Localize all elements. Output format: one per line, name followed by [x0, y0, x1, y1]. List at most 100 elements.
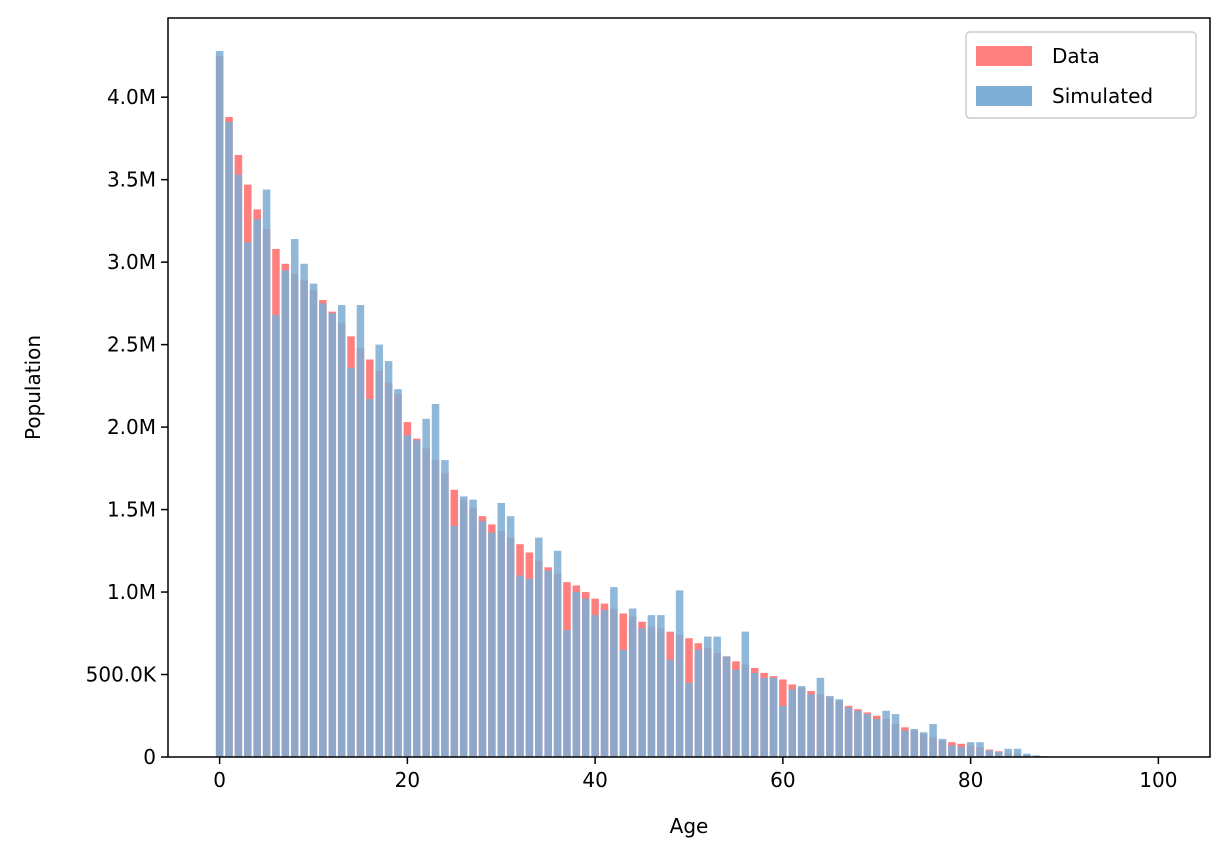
simulated-bar-age-49	[675, 590, 684, 757]
y-tick-label: 1.5M	[107, 498, 156, 522]
simulated-bar-age-61	[788, 689, 797, 757]
x-tick-label: 100	[1139, 768, 1177, 792]
simulated-bar-age-81	[976, 742, 984, 757]
simulated-bar-age-69	[863, 714, 872, 757]
simulated-bar-age-9	[300, 263, 308, 757]
simulated-bar-age-11	[319, 303, 327, 757]
simulated-bar-age-67	[844, 707, 853, 757]
simulated-bar-age-34	[535, 537, 543, 757]
simulated-bar-age-1	[225, 121, 233, 757]
simulated-bar-age-72	[891, 714, 900, 757]
simulated-bar-age-17	[375, 344, 383, 757]
simulated-bar-age-54	[722, 656, 731, 757]
simulated-bar-age-77	[938, 738, 947, 757]
y-tick-label: 3.0M	[107, 250, 156, 274]
simulated-bar-age-78	[948, 745, 956, 757]
simulated-bar-age-60	[779, 705, 787, 757]
simulated-bar-age-68	[854, 710, 862, 757]
simulated-bar-age-28	[478, 521, 487, 757]
simulated-bar-age-13	[337, 305, 346, 757]
simulated-bar-age-74	[910, 728, 919, 757]
simulated-bar-age-48	[666, 659, 674, 757]
simulated-bar-age-58	[760, 677, 768, 757]
simulated-bar-age-25	[450, 526, 459, 757]
x-tick-label: 20	[395, 768, 420, 792]
y-tick-label: 3.5M	[107, 168, 156, 192]
simulated-bar-age-33	[525, 578, 534, 757]
y-tick-label: 0	[143, 745, 156, 769]
y-axis: 0 500.0K 1.0M 1.5M 2.0M 2.5M 3.0M 3.5M 4.0M	[86, 85, 168, 769]
simulated-bar-age-10	[309, 283, 318, 757]
simulated-bar-age-37	[563, 629, 571, 757]
simulated-bar-age-31	[506, 516, 515, 757]
y-tick-label: 500.0K	[86, 663, 157, 687]
legend-swatch-data	[976, 46, 1032, 66]
simulated-bar-age-35	[544, 570, 552, 757]
simulated-bar-age-4	[253, 219, 261, 757]
simulated-bar-age-29	[488, 532, 496, 757]
simulated-bar-age-82	[985, 750, 994, 757]
legend-label-data: Data	[1052, 44, 1100, 68]
x-tick-label: 80	[958, 768, 983, 792]
simulated-bar-age-12	[328, 313, 337, 757]
legend-swatch-simulated	[976, 86, 1032, 106]
simulated-bar-age-39	[581, 598, 590, 757]
legend-label-simulated: Simulated	[1052, 84, 1153, 108]
simulated-bar-age-66	[835, 699, 843, 757]
simulated-bar-age-57	[750, 672, 759, 757]
y-tick-label: 4.0M	[107, 85, 156, 109]
simulated-bar-age-53	[713, 636, 721, 757]
simulated-bar-age-40	[591, 615, 599, 757]
simulated-bar-age-76	[929, 724, 937, 757]
simulated-bar-age-19	[394, 389, 402, 757]
x-axis: 0 20 40 60 80 100	[213, 757, 1177, 792]
simulated-bars	[215, 50, 1078, 758]
simulated-bar-age-86	[1023, 753, 1031, 757]
simulated-bar-age-2	[234, 174, 243, 758]
x-tick-label: 60	[770, 768, 795, 792]
simulated-bar-age-23	[431, 403, 440, 757]
simulated-bar-age-56	[741, 631, 750, 757]
simulated-bar-age-43	[619, 649, 628, 757]
x-tick-label: 0	[213, 768, 226, 792]
plot-frame	[167, 17, 1211, 758]
simulated-bar-age-20	[403, 435, 412, 757]
x-tick-label: 40	[582, 768, 607, 792]
simulated-bar-age-55	[732, 669, 740, 757]
simulated-bar-age-14	[347, 367, 355, 757]
simulated-bar-age-38	[572, 592, 581, 757]
y-tick-label: 2.0M	[107, 415, 156, 439]
simulated-bar-age-21	[413, 440, 421, 757]
simulated-bar-age-71	[882, 710, 890, 757]
simulated-bar-age-32	[516, 575, 524, 757]
simulated-bar-age-16	[366, 399, 374, 757]
simulated-bar-age-7	[281, 270, 290, 757]
simulated-bar-age-84	[1004, 748, 1012, 757]
simulated-bar-age-5	[262, 189, 271, 757]
simulated-bar-age-41	[600, 610, 609, 757]
y-tick-label: 1.0M	[107, 580, 156, 604]
simulated-bar-age-85	[1013, 748, 1022, 757]
simulated-bar-age-51	[694, 649, 703, 757]
simulated-bar-age-26	[459, 496, 468, 757]
y-axis-label: Population	[21, 335, 45, 440]
simulated-bar-age-63	[807, 694, 815, 757]
simulated-bar-age-87	[1032, 755, 1041, 757]
simulated-bar-age-80	[966, 742, 975, 757]
y-tick-label: 2.5M	[107, 333, 156, 357]
simulated-bar-age-18	[384, 361, 393, 757]
simulated-bar-age-0	[215, 50, 224, 757]
simulated-bar-age-15	[356, 305, 365, 757]
simulated-bar-age-73	[901, 730, 909, 757]
simulated-bar-age-64	[816, 677, 825, 757]
simulated-bar-age-22	[422, 418, 430, 757]
simulated-bar-age-70	[872, 719, 881, 757]
simulated-bar-age-46	[647, 615, 656, 757]
simulated-bar-age-27	[469, 499, 477, 757]
simulated-bar-age-45	[638, 628, 646, 757]
legend: Data Simulated	[965, 31, 1197, 119]
simulated-bar-age-65	[826, 695, 834, 757]
simulated-bar-age-83	[995, 752, 1003, 757]
simulated-bar-age-36	[553, 550, 562, 757]
